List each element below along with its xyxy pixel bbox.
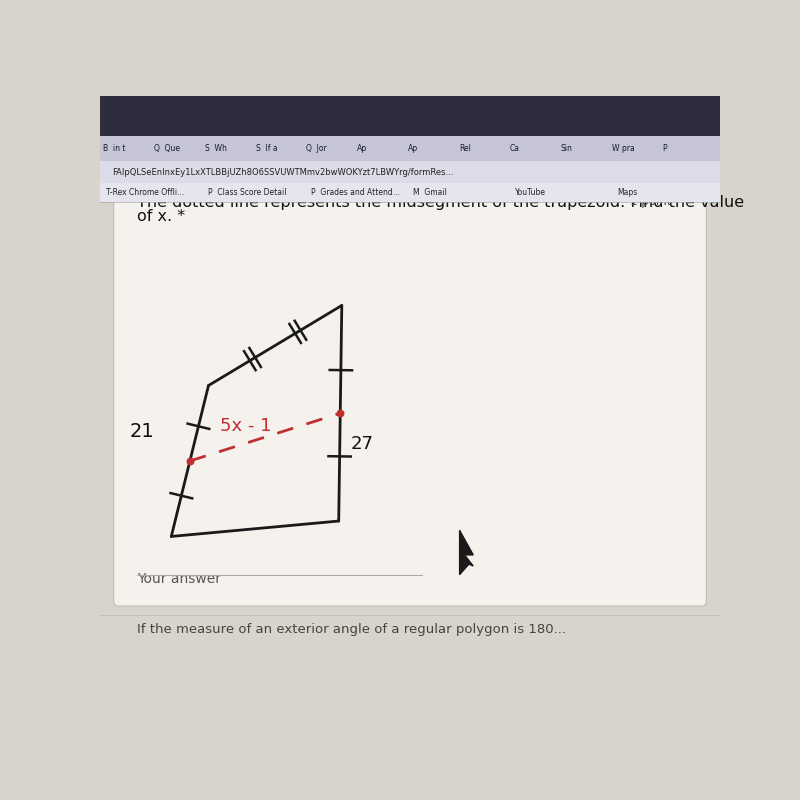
Text: Q  Que: Q Que: [154, 144, 180, 153]
Text: Ap: Ap: [358, 144, 367, 153]
Text: Your answer: Your answer: [138, 571, 221, 586]
Text: 1 point: 1 point: [630, 194, 672, 207]
Text: 5x - 1: 5x - 1: [220, 417, 271, 434]
FancyBboxPatch shape: [100, 96, 720, 136]
Text: M  Gmail: M Gmail: [413, 188, 447, 198]
Text: If the measure of an exterior angle of a regular polygon is 180...: If the measure of an exterior angle of a…: [138, 622, 566, 636]
Text: of x. *: of x. *: [138, 210, 186, 224]
Text: The dotted line represents the midsegment of the trapezoid. Find the value: The dotted line represents the midsegmen…: [138, 194, 744, 210]
Text: FAIpQLSeEnInxEy1LxXTLBBjUZh8O6SSVUWTMmv2bwWOKYzt7LBWYrg/formRes...: FAIpQLSeEnInxEy1LxXTLBBjUZh8O6SSVUWTMmv2…: [112, 167, 454, 177]
Text: Ca: Ca: [510, 144, 520, 153]
FancyBboxPatch shape: [100, 161, 720, 183]
Text: Sin: Sin: [561, 144, 573, 153]
Text: P: P: [662, 144, 667, 153]
Text: P  Class Score Detail: P Class Score Detail: [209, 188, 287, 198]
Text: T-Rex Chrome Offli...: T-Rex Chrome Offli...: [106, 188, 185, 198]
Text: S  If a: S If a: [256, 144, 278, 153]
FancyBboxPatch shape: [100, 136, 720, 161]
Text: Q  Jor: Q Jor: [306, 144, 327, 153]
Text: 27: 27: [351, 435, 374, 453]
Text: 21: 21: [130, 422, 154, 442]
Text: P  Grades and Attend...: P Grades and Attend...: [310, 188, 400, 198]
Text: Maps: Maps: [618, 188, 638, 198]
Text: YouTube: YouTube: [515, 188, 546, 198]
FancyBboxPatch shape: [100, 183, 720, 202]
FancyBboxPatch shape: [114, 171, 706, 606]
Point: [183, 454, 196, 467]
Point: [334, 407, 346, 420]
Polygon shape: [459, 530, 474, 574]
Text: B  in t: B in t: [103, 144, 126, 153]
Text: Ap: Ap: [408, 144, 418, 153]
Text: S  Wh: S Wh: [205, 144, 226, 153]
Text: Rel: Rel: [459, 144, 471, 153]
Text: W pra: W pra: [611, 144, 634, 153]
